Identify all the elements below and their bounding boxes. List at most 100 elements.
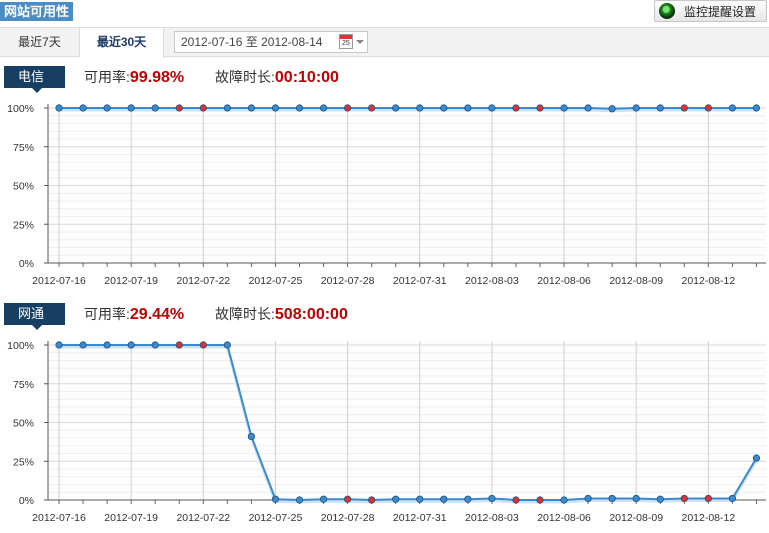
data-point [247,432,255,441]
data-point [608,494,616,503]
downtime-value: 00:10:00 [274,69,339,86]
data-point [656,495,664,503]
data-point [416,104,424,112]
x-tick-label: 2012-07-22 [176,275,230,287]
data-point [392,104,400,112]
data-point [416,495,424,503]
data-point [560,104,568,112]
data-point [632,104,640,112]
data-point [319,495,328,503]
x-tick-label: 2012-08-06 [537,275,591,287]
data-point [392,495,400,503]
data-point [271,104,280,112]
page-title: 网站可用性 [0,2,74,21]
section-header-telecom: 电信 可用率:99.98% 故障时长:00:10:00 [0,66,769,93]
data-point [223,341,231,349]
data-point-fault [343,495,352,503]
data-point [608,105,616,113]
chevron-down-icon[interactable] [356,40,364,44]
time-range-tabbar: 最近7天 最近30天 2012-07-16 至 2012-08-14 25 [0,27,769,58]
data-point [488,494,496,503]
data-point-fault [199,104,207,112]
y-tick-label: 75% [13,379,34,391]
x-tick-label: 2012-07-31 [393,275,447,287]
plot-area [48,104,766,263]
calendar-icon[interactable]: 25 [339,34,353,49]
data-point-fault [536,496,544,504]
data-point-fault [343,104,352,112]
series-line [59,344,758,502]
data-point [79,341,87,349]
isp-label-telecom: 电信 [4,66,65,93]
availability-label: 可用率: [84,306,130,322]
data-point [632,494,640,503]
x-tick-label: 2012-07-28 [321,275,375,287]
data-point-fault [368,104,376,112]
x-tick-label: 2012-08-12 [681,512,735,524]
data-point-fault [536,104,544,112]
data-point-fault [175,341,183,349]
y-tick-label: 25% [13,219,34,231]
x-tick-label: 2012-07-16 [32,512,86,524]
downtime-label: 故障时长: [215,306,275,322]
data-point [656,104,664,112]
plot-area [48,341,766,500]
availability-chart-netcom: 2012-07-16 2012-07-19 2012-07-22 2012-07-25… [7,340,766,524]
availability-stat: 可用率:99.98% [84,66,184,89]
series-line-shadow [59,345,758,504]
x-tick-label: 2012-08-03 [465,512,519,524]
date-end: 2012-08-14 [261,35,323,49]
data-point [584,104,592,112]
settings-button-label: 监控提醒设置 [684,4,757,19]
monitor-status-icon [659,3,675,19]
y-tick-label: 100% [7,340,34,352]
data-point-fault [199,341,207,349]
availability-label: 可用率: [84,69,130,85]
data-point-fault [175,104,183,112]
availability-chart-telecom: 2012-07-16 2012-07-19 2012-07-22 2012-07-25… [7,103,766,287]
data-point [464,104,472,112]
data-point-fault [680,104,688,112]
data-point [440,495,448,503]
tab-last-30-days[interactable]: 最近30天 [80,28,164,58]
y-tick-label: 75% [13,142,34,154]
x-tick-label: 2012-07-25 [249,512,303,524]
date-start: 2012-07-16 [181,35,243,49]
monitor-alert-settings-button[interactable]: 监控提醒设置 [654,0,767,22]
data-point-fault [704,494,712,503]
data-point-fault [512,104,520,112]
downtime-stat: 故障时长:00:10:00 [215,66,339,89]
x-tick-label: 2012-08-03 [465,275,519,287]
data-point-fault [368,496,376,504]
x-tick-label: 2012-07-16 [32,275,86,287]
y-tick-label: 50% [13,418,34,430]
availability-value: 99.98% [129,69,185,86]
data-point-fault [512,496,520,504]
x-tick-label: 2012-08-09 [609,275,663,287]
data-point [271,495,280,503]
y-tick-label: 50% [13,181,34,193]
data-point [752,104,761,112]
x-tick-label: 2012-08-12 [681,275,735,287]
data-point [127,341,135,349]
availability-stat: 可用率:29.44% [84,303,184,326]
y-tick-label: 0% [19,258,34,270]
data-point [488,104,496,112]
data-point [55,104,63,112]
data-point [728,104,737,112]
tab-last-7-days[interactable]: 最近7天 [0,28,80,57]
data-point [560,496,568,504]
x-tick-label: 2012-07-31 [393,512,447,524]
data-point [584,494,592,503]
downtime-value: 508:00:00 [274,306,348,323]
data-point [79,104,87,112]
x-tick-label: 2012-08-06 [537,512,591,524]
date-range-picker[interactable]: 2012-07-16 至 2012-08-14 25 [174,31,368,53]
data-point [103,341,111,349]
data-point [127,104,135,112]
data-point [151,341,159,349]
data-point [319,104,328,112]
x-tick-label: 2012-08-09 [609,512,663,524]
data-point-fault [704,104,712,112]
x-tick-label: 2012-07-19 [104,512,158,524]
